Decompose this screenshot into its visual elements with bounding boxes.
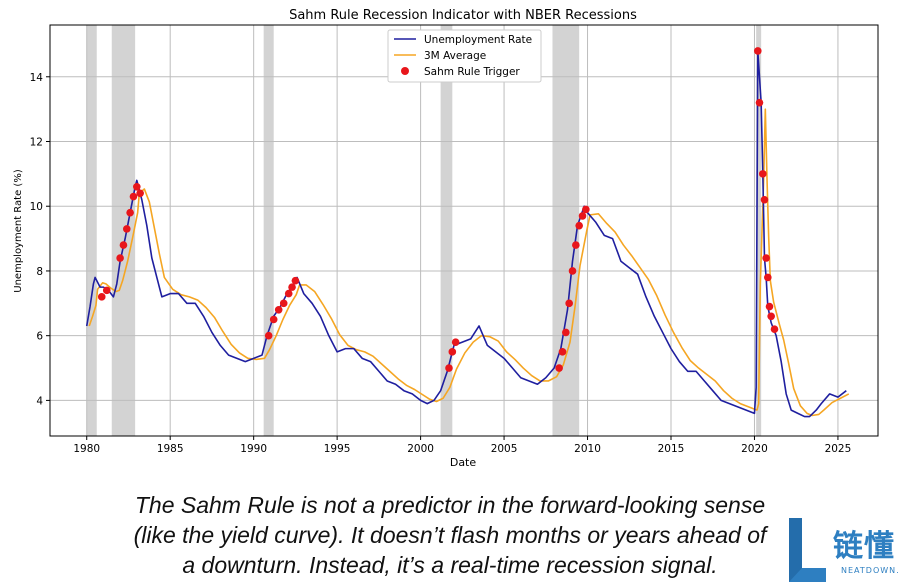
- legend-label-unemployment: Unemployment Rate: [424, 34, 532, 46]
- three-month-average-line: [88, 108, 850, 417]
- caption-line-3: a downturn. Instead, it’s a real-time re…: [182, 552, 718, 578]
- sahm-trigger-point: [575, 221, 583, 230]
- x-tick-label: 1985: [157, 443, 184, 455]
- unemployment-rate-line: [85, 50, 847, 418]
- logo-text: 链懂: [833, 529, 895, 564]
- x-axis-label: Date: [450, 456, 477, 469]
- sahm-trigger-point: [562, 328, 570, 337]
- sahm-trigger-point: [133, 183, 141, 191]
- chart-title: Sahm Rule Recession Indicator with NBER …: [289, 8, 637, 23]
- sahm-trigger-point: [448, 348, 457, 356]
- caption-line-1: The Sahm Rule is not a predictor in the …: [134, 492, 766, 518]
- sahm-rule-chart: 1980 1985 1990 1995 2000 2005 2010 2015 2020 2025…: [13, 8, 879, 469]
- sahm-trigger-point: [122, 225, 131, 233]
- plot-frame: [49, 24, 879, 437]
- sahm-trigger-point: [759, 170, 767, 178]
- sahm-trigger-point: [445, 364, 453, 372]
- sahm-trigger-point: [97, 293, 106, 301]
- x-tick-label: 2005: [491, 443, 518, 455]
- grid: [50, 25, 878, 436]
- sahm-trigger-point: [129, 192, 138, 201]
- sahm-trigger-point: [767, 312, 775, 321]
- recession-band: [263, 25, 274, 436]
- logo-subtext: NEATDOWN.COM: [841, 566, 900, 575]
- sahm-trigger-point: [558, 348, 567, 356]
- sahm-trigger-point: [136, 189, 144, 198]
- sahm-trigger-point: [578, 212, 587, 220]
- sahm-trigger-point: [755, 98, 764, 107]
- sahm-trigger-point: [274, 305, 283, 314]
- y-axis-ticks: 4 6 8 10 12 14: [30, 72, 50, 407]
- sahm-trigger-point: [288, 283, 296, 291]
- x-tick-label: 2000: [407, 443, 434, 455]
- recession-band: [86, 25, 97, 436]
- y-tick-label: 12: [30, 137, 43, 149]
- sahm-trigger-point: [568, 267, 577, 275]
- sahm-trigger-point: [565, 299, 573, 308]
- neatdown-logo-icon: [789, 518, 826, 582]
- sahm-trigger-point: [284, 289, 293, 298]
- caption: The Sahm Rule is not a predictor in the …: [0, 490, 900, 580]
- sahm-trigger-point: [572, 241, 580, 249]
- sahm-trigger-point: [279, 299, 288, 308]
- sahm-trigger-point: [116, 254, 124, 262]
- y-tick-label: 10: [30, 201, 43, 213]
- x-tick-label: 2025: [825, 443, 852, 455]
- sahm-trigger-point: [451, 338, 460, 346]
- sahm-trigger-point: [762, 254, 770, 262]
- y-tick-label: 8: [36, 266, 43, 278]
- legend-box: [387, 29, 542, 83]
- x-axis-ticks: 1980 1985 1990 1995 2000 2005 2010 2015 2020 2025: [73, 436, 851, 455]
- x-tick-label: 1995: [324, 443, 351, 455]
- sahm-trigger-series: [97, 47, 779, 372]
- legend-swatch-trigger: [401, 67, 409, 75]
- sahm-trigger-point: [760, 195, 769, 204]
- sahm-trigger-point: [264, 331, 273, 340]
- x-tick-label: 2015: [658, 443, 685, 455]
- sahm-trigger-point: [770, 325, 779, 334]
- y-tick-label: 4: [36, 395, 43, 407]
- sahm-trigger-point: [582, 205, 590, 214]
- y-tick-label: 14: [30, 72, 44, 84]
- recession-band: [756, 25, 762, 436]
- sahm-trigger-point: [269, 315, 278, 324]
- unemployment-rate-series: [85, 50, 847, 418]
- sahm-trigger-point: [754, 47, 762, 55]
- x-tick-label: 1990: [240, 443, 267, 455]
- recession-band: [552, 25, 580, 436]
- three-month-average-series: [88, 108, 850, 417]
- sahm-trigger-point: [765, 302, 774, 311]
- legend: Unemployment Rate 3M Average Sahm Rule T…: [387, 29, 542, 83]
- sahm-trigger-point: [291, 276, 300, 285]
- recession-bands: [86, 25, 762, 436]
- sahm-trigger-point: [764, 273, 772, 282]
- legend-label-average: 3M Average: [424, 50, 486, 62]
- sahm-trigger-point: [555, 364, 563, 372]
- sahm-trigger-point: [126, 208, 134, 217]
- x-tick-label: 2010: [574, 443, 601, 455]
- x-tick-label: 2020: [741, 443, 768, 455]
- caption-line-2: (like the yield curve). It doesn’t flash…: [133, 522, 767, 548]
- y-axis-label: Unemployment Rate (%): [13, 169, 24, 293]
- recession-band: [440, 25, 453, 436]
- y-tick-label: 6: [36, 331, 43, 343]
- x-tick-label: 1980: [73, 443, 100, 455]
- legend-label-trigger: Sahm Rule Trigger: [424, 66, 520, 78]
- sahm-trigger-point: [102, 286, 111, 295]
- sahm-trigger-point: [119, 241, 128, 249]
